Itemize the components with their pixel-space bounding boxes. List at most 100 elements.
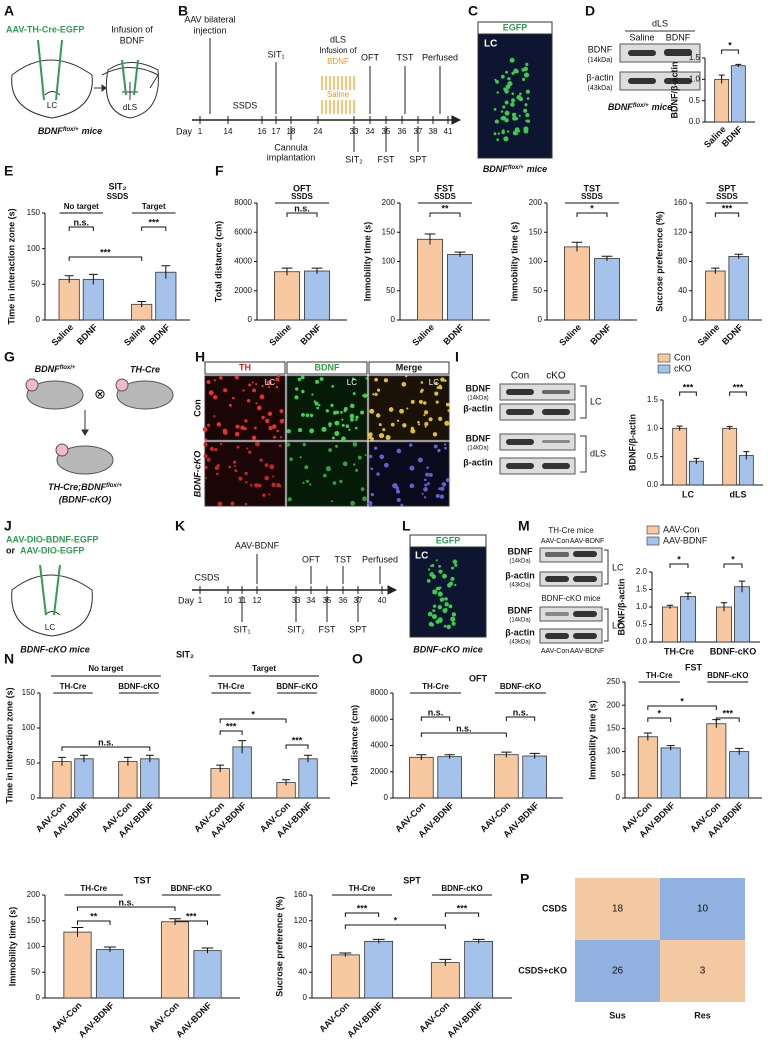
cell [504, 110, 510, 116]
label: dLS [590, 448, 606, 458]
cell [297, 377, 302, 382]
cell [251, 435, 257, 441]
bar-label: AAV-Con [317, 1000, 351, 1034]
significance-bracket [344, 912, 380, 917]
label: BDNF-cKO mice [413, 644, 483, 654]
label-part: BDNF [608, 102, 633, 112]
label: BDNF [666, 32, 691, 42]
y-tick-label: 100 [382, 257, 396, 266]
error-bar [666, 745, 675, 751]
cell [396, 448, 402, 454]
label: TST [335, 554, 353, 564]
cell [437, 591, 443, 597]
y-axis-label: Total distance (cm) [213, 221, 223, 302]
cell [525, 89, 531, 94]
cell-value: 3 [700, 966, 706, 977]
bar [734, 586, 750, 643]
bar-label: BDNF [298, 322, 323, 347]
cell [450, 616, 456, 622]
label: BDNF-cKO mice [541, 594, 601, 603]
cell [330, 403, 334, 408]
label: 34 [307, 596, 316, 605]
mouse-label: TH-Cre;BDNFflox/+ [48, 482, 122, 492]
error-bar [145, 754, 154, 763]
label: 36 [398, 127, 407, 136]
category-label: TH-Cre [422, 682, 449, 691]
bar [716, 606, 732, 643]
label: 11 [238, 596, 247, 605]
group-label: Target [252, 664, 276, 673]
significance-label: *** [292, 735, 303, 745]
cell [441, 482, 447, 487]
error-bar [416, 754, 427, 760]
cell [418, 399, 423, 404]
bar-label: AAV-BDNF [174, 1000, 214, 1040]
label: LC [590, 396, 602, 406]
significance-label: *** [226, 721, 237, 731]
significance-label: * [677, 554, 681, 564]
category-label: BDNF-cKO [171, 884, 212, 893]
label: TH-Cre mice [548, 526, 594, 535]
significance-label: * [590, 203, 594, 213]
bar [58, 278, 80, 321]
cell [259, 458, 263, 462]
label: AAV bilateral [184, 14, 235, 24]
syringes [37, 39, 139, 616]
cell [421, 492, 424, 495]
cell [452, 559, 458, 564]
label: AAV-BDNF [570, 538, 605, 545]
y-tick-label: 80 [678, 257, 687, 266]
significance-label: n.s. [73, 217, 89, 227]
significance-bracket [420, 716, 451, 721]
error-bar [58, 756, 66, 766]
cell [372, 393, 375, 396]
category-label: BDNF-cKO [710, 646, 757, 656]
label: (14kDa) [467, 446, 488, 452]
y-axis-label: Immobility time (s) [362, 222, 372, 302]
label: SIT₁ [267, 49, 284, 59]
y-tick-label: 100 [27, 942, 41, 951]
significance-label: n.s. [456, 723, 472, 733]
cell [214, 465, 220, 471]
cell [286, 429, 291, 434]
cell [232, 460, 237, 464]
cell [501, 129, 505, 132]
cell [228, 403, 232, 407]
cell [206, 379, 211, 384]
category-label: TH-Cre [664, 646, 694, 656]
cell [364, 453, 367, 456]
cell [438, 569, 443, 574]
significance-label: n.s. [428, 707, 444, 717]
cell [426, 466, 429, 469]
label: or [6, 545, 15, 555]
cell [362, 496, 367, 502]
cell [513, 112, 517, 116]
significance-bracket [444, 912, 480, 917]
significance-bracket [286, 212, 318, 217]
panel-letter: A [4, 3, 14, 19]
error-bar [304, 754, 312, 763]
label: 24 [314, 127, 323, 136]
label: 1 [198, 596, 203, 605]
label: 38 [429, 127, 438, 136]
bar [688, 460, 704, 486]
cell [311, 393, 314, 396]
error-bar [735, 63, 742, 67]
y-axis-label: BDNF/β-actin [627, 414, 637, 471]
error-bar [439, 958, 452, 966]
group-label: No target [88, 664, 123, 673]
bar [74, 758, 94, 799]
label: OFT [302, 554, 320, 564]
cell [275, 385, 279, 389]
label: 41 [444, 127, 453, 136]
y-tick-label: 100 [607, 747, 621, 756]
category-label: SSDS [716, 192, 738, 201]
label: Merge [396, 362, 423, 372]
cell [240, 425, 245, 430]
cell [525, 62, 529, 66]
legend-label: Con [674, 352, 691, 362]
panel-letter: G [4, 349, 15, 365]
label: BDNF [508, 546, 533, 556]
chart-subtitle: SSDS [107, 192, 129, 201]
cell [507, 77, 511, 81]
